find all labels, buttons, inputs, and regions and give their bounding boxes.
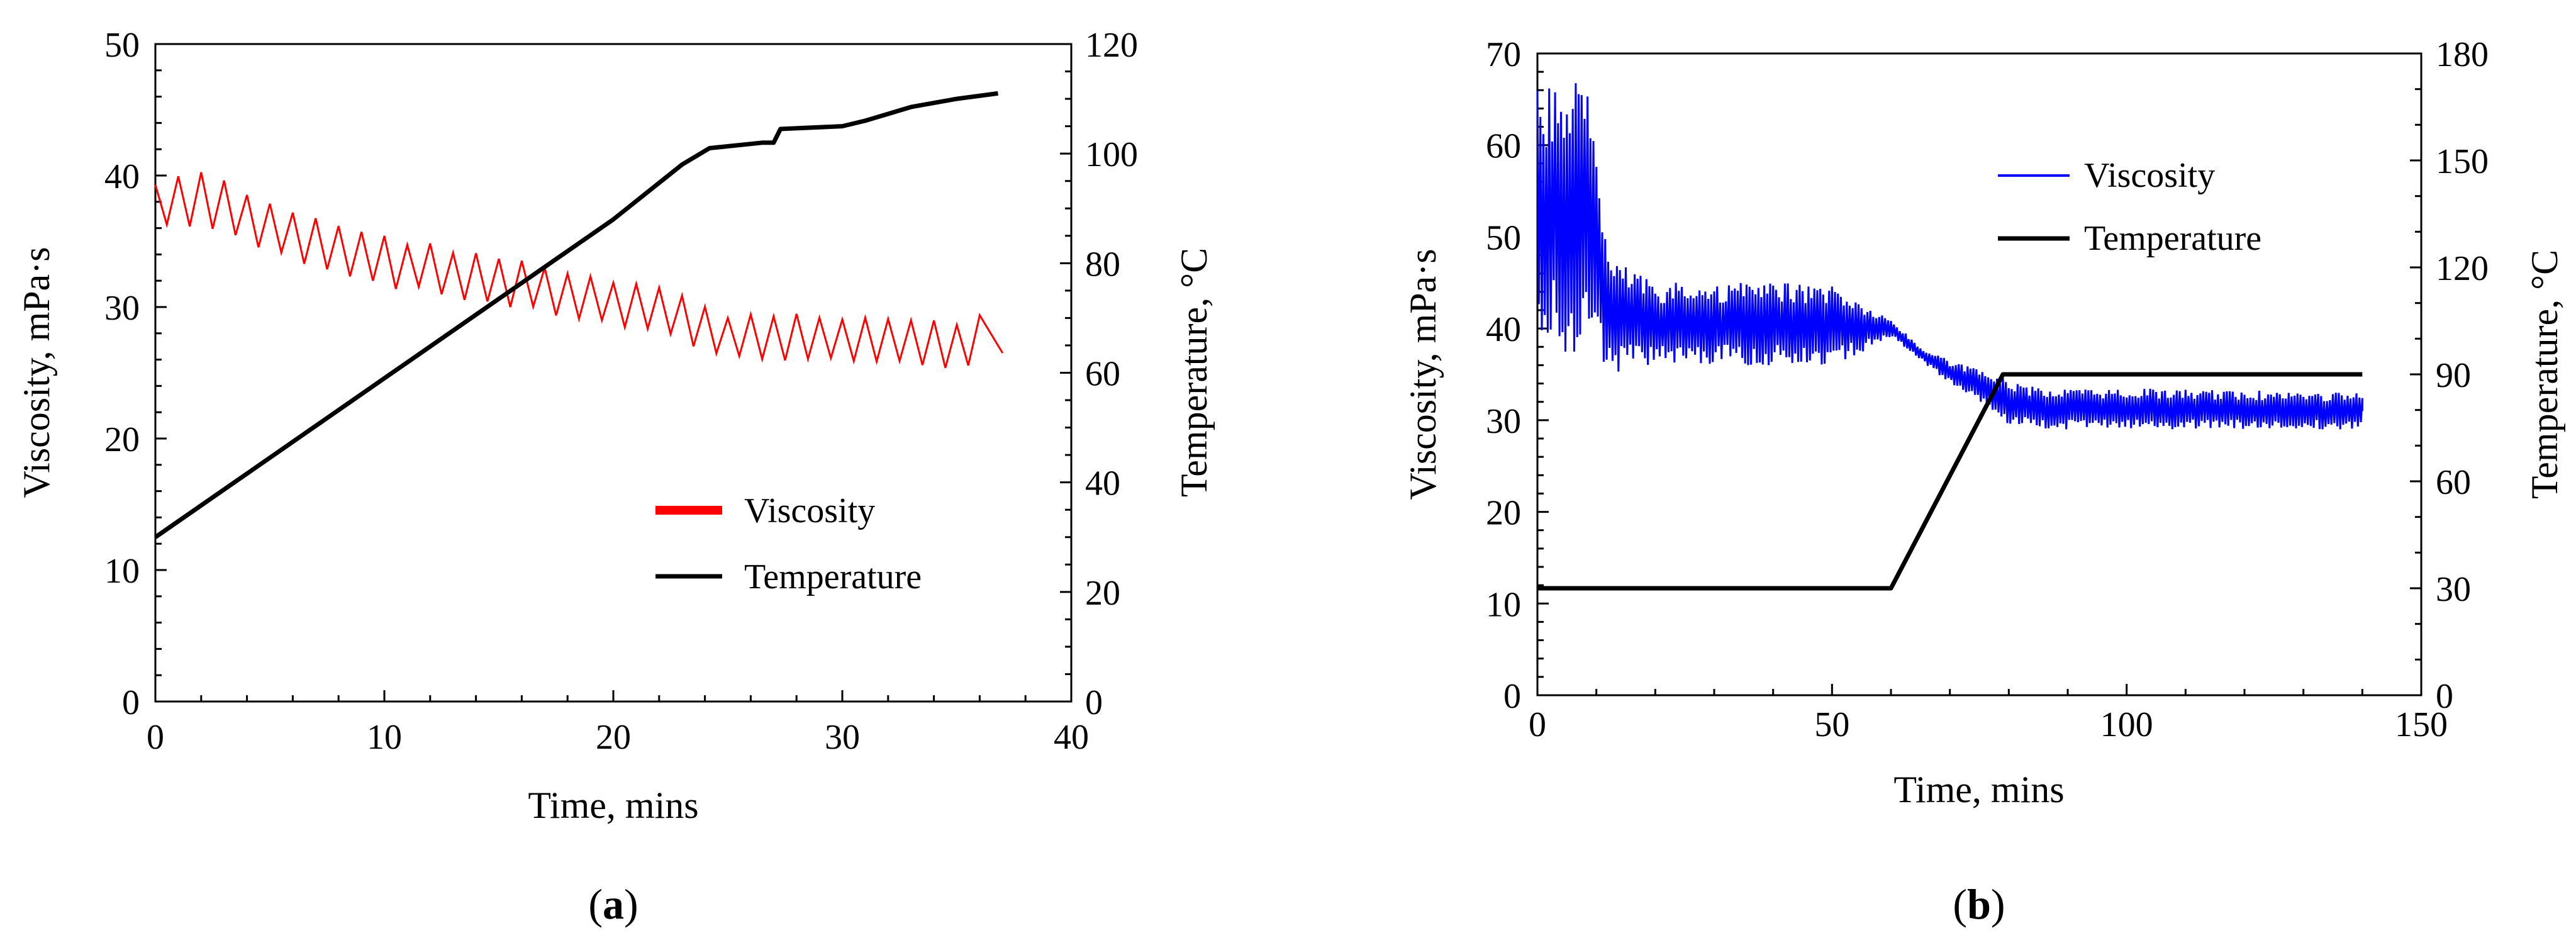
y2-axis-title-b: Temperature, °C <box>2524 250 2565 499</box>
plot-area-a <box>154 43 1073 703</box>
y-tick-b-0: 0 <box>1503 677 1521 716</box>
chart-a: 0 10 20 30 40 0 10 20 30 40 50 0 20 40 6… <box>16 26 1215 928</box>
x-tick-a-0: 0 <box>147 718 164 757</box>
caption-a: (a) <box>588 880 638 928</box>
y-axis-title-a: Viscosity, mPa·s <box>16 247 57 498</box>
y2-tick-a-6: 120 <box>1085 26 1138 65</box>
y2-tick-a-1: 20 <box>1085 574 1120 613</box>
y-tick-b-5: 50 <box>1486 218 1521 257</box>
y-tick-b-4: 40 <box>1486 310 1521 349</box>
temperature-line-b <box>1537 372 2363 591</box>
y2-tick-b-2: 60 <box>2436 463 2471 502</box>
y-tick-b-6: 60 <box>1486 127 1521 166</box>
y2-tick-b-1: 30 <box>2436 570 2471 609</box>
legend-label-viscosity-a: Viscosity <box>744 491 875 530</box>
y-tick-b-1: 10 <box>1486 585 1521 624</box>
y-tick-a-5: 50 <box>104 26 140 65</box>
x-tick-a-3: 30 <box>825 718 860 757</box>
y-tick-a-2: 20 <box>104 420 140 459</box>
y-tick-a-1: 10 <box>104 552 140 591</box>
y2-tick-a-4: 80 <box>1085 245 1120 284</box>
y-tick-b-2: 20 <box>1486 494 1521 533</box>
y2-tick-a-2: 40 <box>1085 464 1120 503</box>
y2-tick-a-0: 0 <box>1085 683 1103 722</box>
y-tick-b-3: 30 <box>1486 402 1521 441</box>
x-tick-b-2: 100 <box>2100 705 2153 744</box>
legend-label-temperature-b: Temperature <box>2084 219 2261 258</box>
y-tick-a-4: 40 <box>104 157 140 196</box>
y-tick-a-0: 0 <box>122 683 140 722</box>
legend-label-temperature-a: Temperature <box>744 557 922 596</box>
x-axis-title-a: Time, mins <box>528 785 698 826</box>
y2-tick-b-0: 0 <box>2436 677 2453 716</box>
legend-label-viscosity-b: Viscosity <box>2084 156 2215 195</box>
y-tick-a-3: 30 <box>104 289 140 328</box>
y-axis-title-b: Viscosity, mPa·s <box>1402 249 1444 500</box>
x-tick-a-4: 40 <box>1054 718 1089 757</box>
x-axis-title-b: Time, mins <box>1893 769 2064 810</box>
y2-tick-a-3: 60 <box>1085 355 1120 394</box>
x-tick-a-1: 10 <box>367 718 402 757</box>
y2-axis-title-a: Temperature, °C <box>1173 248 1215 497</box>
x-tick-b-0: 0 <box>1529 705 1546 744</box>
viscosity-line-b <box>1536 83 2363 430</box>
caption-b: (b) <box>1953 880 2005 928</box>
x-tick-b-3: 150 <box>2395 705 2448 744</box>
y2-tick-b-5: 150 <box>2436 142 2489 181</box>
y2-tick-b-6: 180 <box>2436 35 2489 74</box>
y2-tick-b-4: 120 <box>2436 249 2489 288</box>
x-tick-a-2: 20 <box>596 718 631 757</box>
temperature-line-a <box>154 91 998 539</box>
chart-b: 0 50 100 150 0 10 20 30 40 50 60 70 0 30… <box>1402 35 2565 928</box>
y-tick-b-7: 70 <box>1486 35 1521 74</box>
ticks-a <box>154 43 1073 703</box>
y2-tick-a-5: 100 <box>1085 135 1138 174</box>
y2-tick-b-3: 90 <box>2436 356 2471 395</box>
viscosity-line-a <box>154 172 1004 369</box>
x-tick-b-1: 50 <box>1814 705 1849 744</box>
